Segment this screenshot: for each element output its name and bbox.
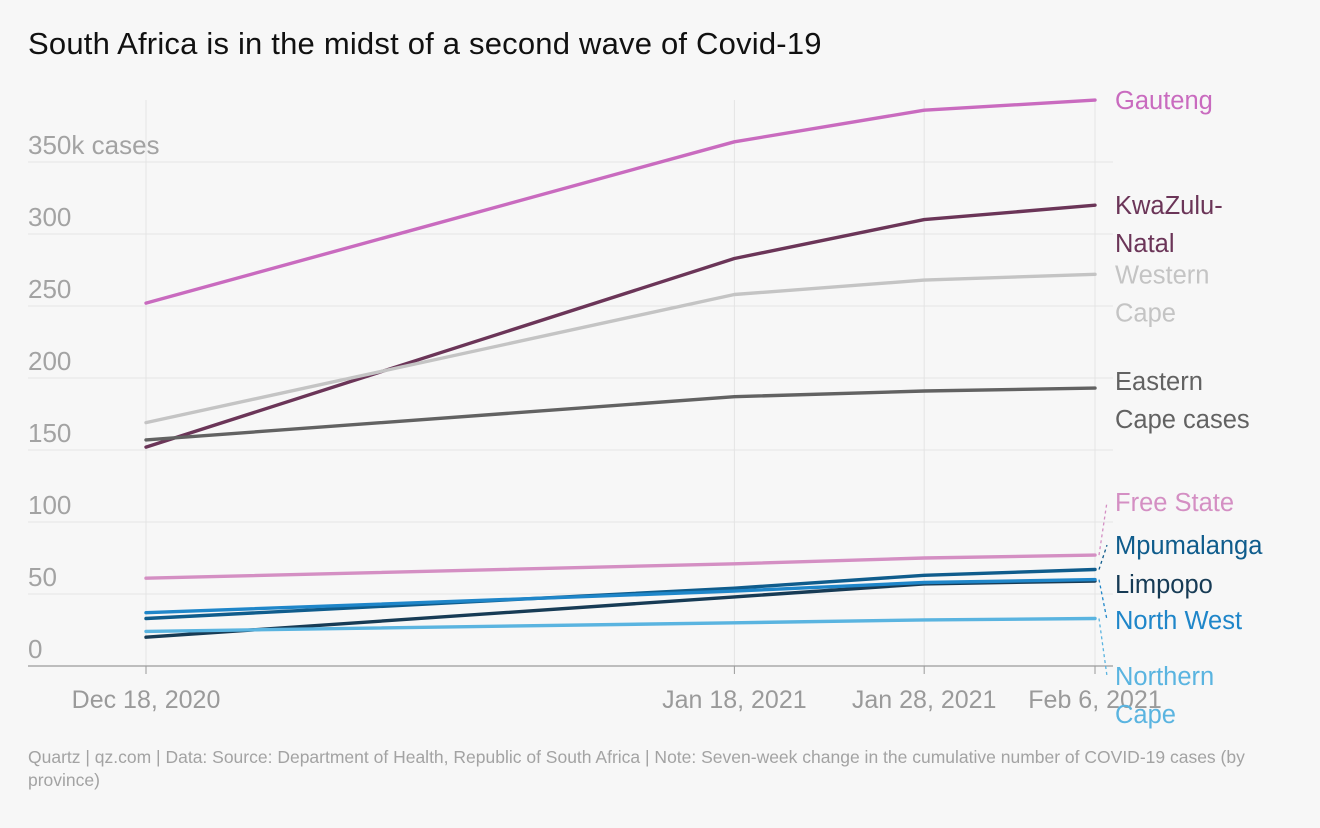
series-line [144,553,1097,580]
series-label: Northern [1115,663,1214,691]
source-footnote: Quartz | qz.com | Data: Source: Departme… [28,747,1245,790]
label-leader-line [1098,501,1108,556]
series-label: Free State [1115,489,1234,517]
x-tick-label: Jan 18, 2021 [662,686,807,714]
y-tick-label: 0 [28,634,42,664]
y-tick-label: 100 [28,490,71,520]
series-label: Cape cases [1115,406,1250,434]
y-tick-label: 200 [28,346,71,376]
y-tick-label: 250 [28,274,71,304]
label-leader-line [1098,579,1108,621]
series-label: Natal [1115,230,1175,258]
y-tick-label: 300 [28,202,71,232]
series-line [144,577,1097,615]
y-tick-label: 350k cases [28,130,160,160]
series-line [144,98,1097,305]
x-tick-label: Jan 28, 2021 [852,686,997,714]
series-label: Gauteng [1115,87,1213,115]
series-label: Western [1115,261,1209,289]
y-tick-label: 50 [28,562,57,592]
series-label: Cape [1115,701,1176,729]
series-line [144,616,1097,634]
series-line [144,386,1097,442]
label-leader-line [1098,618,1108,677]
series-label: Limpopo [1115,571,1213,599]
label-leader-line [1098,544,1108,570]
series-label: KwaZulu- [1115,192,1223,220]
series-line [144,203,1097,449]
x-tick-label: Dec 18, 2020 [72,686,221,714]
series-label: Mpumalanga [1115,532,1263,560]
x-tick-label: Feb 6, 2021 [1028,686,1161,714]
series-label: Eastern [1115,368,1203,396]
chart-title: South Africa is in the midst of a second… [28,26,822,61]
series-line [144,272,1097,425]
series-label: North West [1115,607,1242,635]
series-label: Cape [1115,299,1176,327]
y-tick-label: 150 [28,418,71,448]
